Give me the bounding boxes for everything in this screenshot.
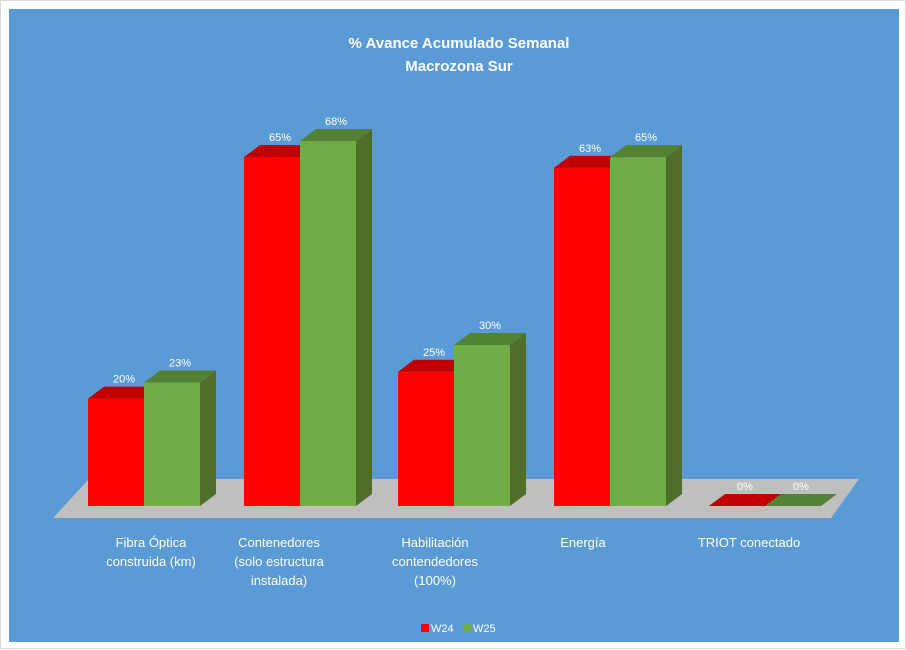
legend-label-w24: W24 bbox=[431, 623, 454, 635]
chart-legend: W24 W25 bbox=[421, 623, 496, 635]
bar-top-face bbox=[300, 129, 372, 141]
chart-background bbox=[9, 9, 899, 642]
data-label-w25-1: 68% bbox=[325, 116, 347, 128]
chart-category-axis: Fibra Óptica construida (km) Contenedores(… bbox=[106, 535, 800, 588]
category-label-1: Contenedores (solo estructura instalada) bbox=[234, 535, 324, 588]
bar-top-face bbox=[454, 332, 526, 345]
chart-labels-layer: 20% 23% 65% 68% 25% 30% 63% 65% 0% 0% bbox=[113, 116, 809, 493]
bar-front-face bbox=[554, 167, 610, 506]
bar-top-face bbox=[398, 359, 470, 372]
legend-swatch-w25 bbox=[463, 624, 471, 632]
data-label-w24-1: 65% bbox=[269, 132, 291, 144]
bar-top-face bbox=[554, 155, 626, 168]
bar-front-face bbox=[244, 157, 300, 506]
bar-front-face bbox=[398, 371, 454, 506]
bar-front-face bbox=[454, 344, 510, 506]
bar-front-face bbox=[144, 382, 200, 506]
bar-side-face bbox=[356, 129, 372, 506]
category-label-0: Fibra Óptica construida (km) bbox=[106, 535, 196, 569]
bar-front-face bbox=[88, 398, 144, 506]
bar-w25-4 bbox=[765, 494, 837, 506]
chart-subtitle: Macrozona Sur bbox=[405, 58, 513, 75]
bar-top-face bbox=[610, 145, 682, 158]
bar-w24-4 bbox=[709, 494, 781, 506]
data-label-w25-0: 23% bbox=[169, 358, 191, 370]
legend-label-w25: W25 bbox=[473, 623, 496, 635]
chart-bars-layer bbox=[88, 129, 837, 506]
bar-top-face bbox=[88, 386, 160, 399]
bar-side-face bbox=[200, 370, 216, 506]
category-label-4: TRIOT conectado bbox=[698, 535, 800, 550]
data-label-w24-2: 25% bbox=[423, 347, 445, 359]
category-label-2: Habilitación contendedores (100%) bbox=[392, 535, 479, 588]
bar-top-face bbox=[244, 145, 316, 158]
bar-top-face bbox=[765, 494, 837, 506]
bar-w25-1 bbox=[300, 129, 372, 506]
legend-swatch-w24 bbox=[421, 624, 429, 632]
chart-title: % Avance Acumulado Semanal bbox=[349, 35, 570, 52]
data-label-w25-3: 65% bbox=[635, 132, 657, 144]
bar-w25-0 bbox=[144, 370, 216, 506]
bar-front-face bbox=[300, 141, 356, 506]
bar-side-face bbox=[510, 332, 526, 506]
bar-w25-2 bbox=[454, 332, 526, 506]
data-label-w24-0: 20% bbox=[113, 374, 135, 386]
bar-front-face bbox=[610, 157, 666, 506]
data-label-w25-4: 0% bbox=[793, 481, 809, 493]
data-label-w25-2: 30% bbox=[479, 320, 501, 332]
category-label-3: Energía bbox=[560, 535, 606, 550]
bar-w25-3 bbox=[610, 145, 682, 506]
data-label-w24-3: 63% bbox=[579, 143, 601, 155]
data-label-w24-4: 0% bbox=[737, 481, 753, 493]
bar-side-face bbox=[666, 145, 682, 506]
bar-top-face bbox=[144, 370, 216, 383]
bar-top-face bbox=[709, 494, 781, 506]
